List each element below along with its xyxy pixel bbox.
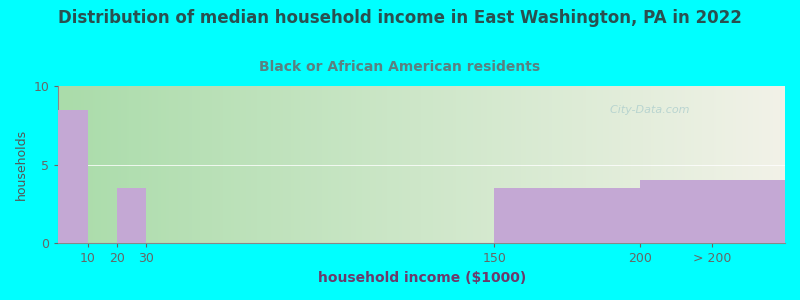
Bar [494, 188, 640, 243]
X-axis label: household income ($1000): household income ($1000) [318, 271, 526, 285]
Text: Black or African American residents: Black or African American residents [259, 60, 541, 74]
Y-axis label: households: households [15, 129, 28, 200]
Bar [117, 188, 146, 243]
Text: Distribution of median household income in East Washington, PA in 2022: Distribution of median household income … [58, 9, 742, 27]
Bar [58, 110, 87, 243]
Bar [640, 180, 785, 243]
Text: City-Data.com: City-Data.com [603, 105, 690, 115]
